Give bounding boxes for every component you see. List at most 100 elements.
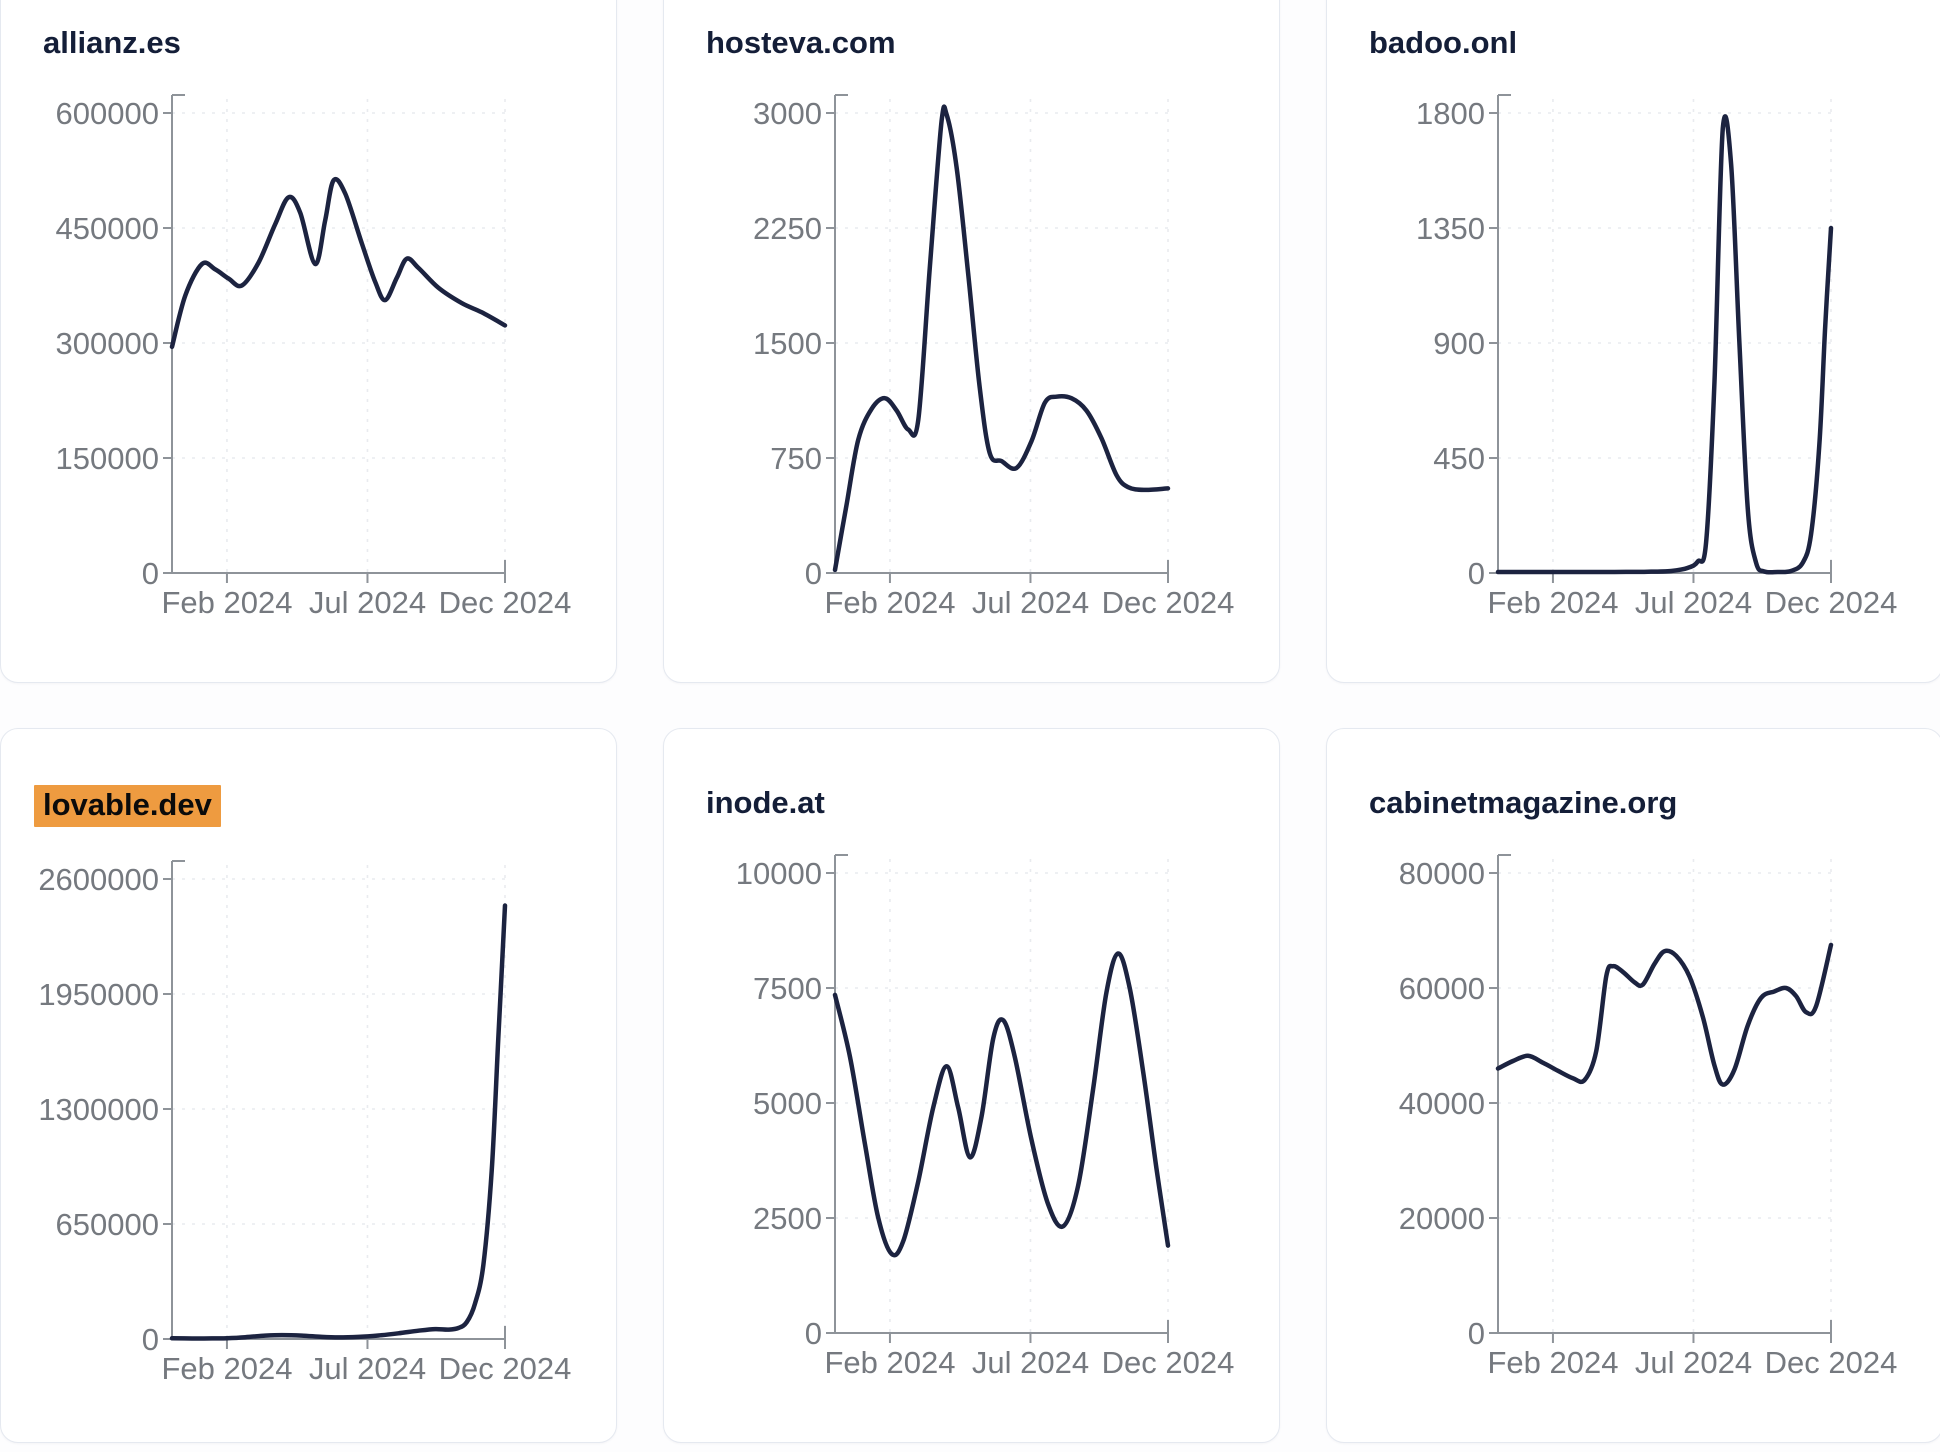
svg-text:900: 900 — [1433, 326, 1485, 361]
svg-text:Jul 2024: Jul 2024 — [972, 585, 1089, 620]
svg-text:2500: 2500 — [753, 1201, 822, 1236]
svg-text:Dec 2024: Dec 2024 — [1765, 585, 1898, 620]
svg-text:450: 450 — [1433, 441, 1485, 476]
line-chart-svg: 0 2500 5000 7500 10000 Feb 2024 Jul 2024 Dec 20… — [736, 854, 1235, 1380]
svg-text:Dec 2024: Dec 2024 — [1102, 1345, 1235, 1380]
svg-text:5000: 5000 — [753, 1086, 822, 1121]
svg-text:Jul 2024: Jul 2024 — [309, 1351, 426, 1386]
chart-title-text: lovable.dev — [34, 785, 221, 827]
svg-text:3000: 3000 — [753, 96, 822, 131]
chart-title: hosteva.com — [706, 25, 1279, 61]
axis-labels: 0 2500 5000 7500 10000 Feb 2024 Jul 2024 Dec 20… — [736, 856, 1235, 1380]
chart-title-text: badoo.onl — [1369, 25, 1518, 60]
chart-card-inode-at: inode.at 0 2500 5000 7500 10000 Feb 2024 Jul 2… — [663, 728, 1280, 1443]
gridlines — [835, 859, 1169, 1333]
svg-text:650000: 650000 — [56, 1207, 159, 1242]
series-line — [832, 104, 1171, 573]
svg-text:Feb 2024: Feb 2024 — [1487, 1345, 1618, 1380]
axis-labels: 0 750 1500 2250 3000 Feb 2024 Jul 2024 Dec 2024 — [753, 96, 1234, 620]
axis — [826, 854, 1169, 1343]
svg-text:0: 0 — [805, 1316, 822, 1351]
chart-title: lovable.dev — [34, 785, 616, 827]
svg-text:Feb 2024: Feb 2024 — [824, 1345, 955, 1380]
series-line — [169, 176, 508, 350]
line-chart: 0 650000 1300000 1950000 2600000 Feb 2024 Jul … — [27, 839, 587, 1399]
svg-text:1350: 1350 — [1416, 211, 1485, 246]
line-chart: 0 150000 300000 450000 600000 Feb 2024 Jul 202… — [27, 73, 587, 633]
line-chart: 0 2500 5000 7500 10000 Feb 2024 Jul 2024 Dec 20… — [690, 833, 1250, 1393]
axis-labels: 0 150000 300000 450000 600000 Feb 2024 Jul 202… — [56, 96, 572, 620]
chart-title-text: cabinetmagazine.org — [1369, 785, 1678, 820]
gridlines — [835, 99, 1169, 573]
svg-text:750: 750 — [770, 441, 822, 476]
chart-card-badoo-onl: badoo.onl 0 450 900 1350 1800 Feb 2024 Jul 202… — [1326, 0, 1940, 683]
svg-text:1800: 1800 — [1416, 96, 1485, 131]
line-chart-svg: 0 150000 300000 450000 600000 Feb 2024 Jul 202… — [56, 94, 572, 620]
gridlines — [1498, 859, 1832, 1333]
svg-text:40000: 40000 — [1399, 1086, 1485, 1121]
svg-text:60000: 60000 — [1399, 971, 1485, 1006]
axis-labels: 0 650000 1300000 1950000 2600000 Feb 2024 Jul … — [38, 862, 571, 1386]
chart-title-text: inode.at — [706, 785, 825, 820]
svg-text:1500: 1500 — [753, 326, 822, 361]
svg-text:Dec 2024: Dec 2024 — [439, 585, 572, 620]
gridlines — [172, 99, 506, 573]
svg-text:80000: 80000 — [1399, 856, 1485, 891]
svg-text:150000: 150000 — [56, 441, 159, 476]
axis-labels: 0 450 900 1350 1800 Feb 2024 Jul 2024 Dec 2024 — [1416, 96, 1897, 620]
svg-text:Jul 2024: Jul 2024 — [972, 1345, 1089, 1380]
svg-text:0: 0 — [1468, 556, 1485, 591]
axis-labels: 0 20000 40000 60000 80000 Feb 2024 Jul 2024 Dec… — [1399, 856, 1898, 1380]
chart-card-lovable-dev: lovable.dev 0 650000 1300000 1950000 2600000… — [0, 728, 617, 1443]
svg-text:Feb 2024: Feb 2024 — [1487, 585, 1618, 620]
svg-text:10000: 10000 — [736, 856, 822, 891]
chart-title: inode.at — [706, 785, 1279, 821]
chart-card-allianz-es: allianz.es 0 150000 300000 450000 600000 Feb … — [0, 0, 617, 683]
line-chart: 0 450 900 1350 1800 Feb 2024 Jul 2024 Dec 2024 — [1353, 73, 1913, 633]
svg-text:450000: 450000 — [56, 211, 159, 246]
svg-text:2250: 2250 — [753, 211, 822, 246]
chart-card-cabinetmagazine-org: cabinetmagazine.org 0 20000 40000 60000 8000… — [1326, 728, 1940, 1443]
svg-text:Dec 2024: Dec 2024 — [439, 1351, 572, 1386]
line-chart: 0 20000 40000 60000 80000 Feb 2024 Jul 2024 Dec… — [1353, 833, 1913, 1393]
svg-text:Jul 2024: Jul 2024 — [1635, 1345, 1752, 1380]
chart-title: badoo.onl — [1369, 25, 1940, 61]
axis — [1489, 854, 1832, 1343]
svg-text:Feb 2024: Feb 2024 — [824, 585, 955, 620]
svg-text:0: 0 — [1468, 1316, 1485, 1351]
line-chart: 0 750 1500 2250 3000 Feb 2024 Jul 2024 Dec 2024 — [690, 73, 1250, 633]
svg-text:Feb 2024: Feb 2024 — [161, 585, 292, 620]
svg-text:20000: 20000 — [1399, 1201, 1485, 1236]
svg-text:1300000: 1300000 — [38, 1092, 159, 1127]
svg-text:Jul 2024: Jul 2024 — [1635, 585, 1752, 620]
series-line — [1495, 114, 1834, 575]
svg-text:0: 0 — [142, 1322, 159, 1357]
chart-title-text: hosteva.com — [706, 25, 896, 60]
axis — [163, 94, 506, 583]
svg-text:300000: 300000 — [56, 326, 159, 361]
svg-text:Dec 2024: Dec 2024 — [1765, 1345, 1898, 1380]
chart-title-text: allianz.es — [43, 25, 181, 60]
series-line — [832, 951, 1171, 1258]
svg-text:Feb 2024: Feb 2024 — [161, 1351, 292, 1386]
chart-title: allianz.es — [43, 25, 616, 61]
gridlines — [1498, 99, 1832, 573]
svg-text:Dec 2024: Dec 2024 — [1102, 585, 1235, 620]
axis — [826, 94, 1169, 583]
series-line — [169, 903, 508, 1341]
line-chart-svg: 0 450 900 1350 1800 Feb 2024 Jul 2024 Dec 2024 — [1416, 94, 1897, 620]
svg-text:0: 0 — [142, 556, 159, 591]
chart-card-hosteva-com: hosteva.com 0 750 1500 2250 3000 Feb 2024 Jul … — [663, 0, 1280, 683]
gridlines — [172, 865, 506, 1339]
series-line — [1495, 942, 1834, 1087]
axis — [1489, 94, 1832, 583]
svg-text:0: 0 — [805, 556, 822, 591]
svg-text:1950000: 1950000 — [38, 977, 159, 1012]
svg-text:600000: 600000 — [56, 96, 159, 131]
line-chart-svg: 0 750 1500 2250 3000 Feb 2024 Jul 2024 Dec 2024 — [753, 94, 1234, 620]
chart-title: cabinetmagazine.org — [1369, 785, 1940, 821]
axis — [163, 860, 506, 1349]
line-chart-svg: 0 650000 1300000 1950000 2600000 Feb 2024 Jul … — [38, 860, 571, 1386]
